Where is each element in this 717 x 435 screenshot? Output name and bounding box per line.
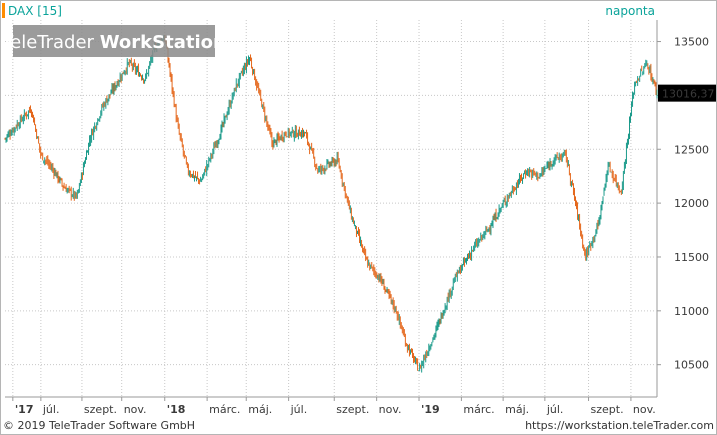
watermark-product: WorkStation — [100, 32, 226, 53]
watermark-text: TeleTrader WorkStation — [1, 32, 226, 53]
y-tick-label: 11500 — [674, 251, 709, 264]
x-tick-label: máj. — [248, 403, 272, 416]
symbol-label: DAX [15] — [8, 4, 62, 18]
period-label: naponta — [605, 4, 655, 18]
x-tick-label: nov. — [633, 403, 656, 416]
copyright: © 2019 TeleTrader Software GmbH — [3, 419, 195, 432]
y-tick-label: 13500 — [674, 36, 709, 49]
x-tick-label: szept. — [591, 403, 624, 416]
watermark-brand: TeleTrader — [1, 32, 94, 53]
x-tick-label: '17 — [15, 403, 34, 416]
x-tick-label: '19 — [421, 403, 440, 416]
x-tick-label: '18 — [167, 403, 186, 416]
x-tick-label: máj. — [505, 403, 529, 416]
last-price-label: 13016,37 — [662, 88, 715, 101]
x-tick-label: júl. — [546, 403, 564, 416]
last-price-background — [658, 84, 716, 102]
x-tick-label: nov. — [379, 403, 402, 416]
x-tick-label: júl. — [42, 403, 60, 416]
source-url: https://workstation.teleTrader.com — [525, 419, 714, 432]
price-series — [4, 34, 658, 373]
x-axis: '17 júl. szept. nov. '18 márc. máj. júl. szept. n… — [12, 397, 656, 416]
x-tick-label: júl. — [290, 403, 308, 416]
x-tick-label: márc. — [463, 403, 494, 416]
x-tick-label: márc. — [209, 403, 240, 416]
x-tick-label: szept. — [84, 403, 117, 416]
last-price-box: 13016,37 — [658, 84, 716, 102]
watermark-background — [13, 25, 215, 57]
y-tick-label: 12000 — [674, 197, 709, 210]
y-tick-label: 11000 — [674, 305, 709, 318]
symbol-accent-bar — [2, 3, 5, 18]
watermark: TeleTrader WorkStation — [1, 25, 226, 57]
x-tick-label: szept. — [336, 403, 369, 416]
y-tick-label: 12500 — [674, 143, 709, 156]
x-tick-label: nov. — [124, 403, 147, 416]
y-tick-label: 10500 — [674, 359, 709, 372]
